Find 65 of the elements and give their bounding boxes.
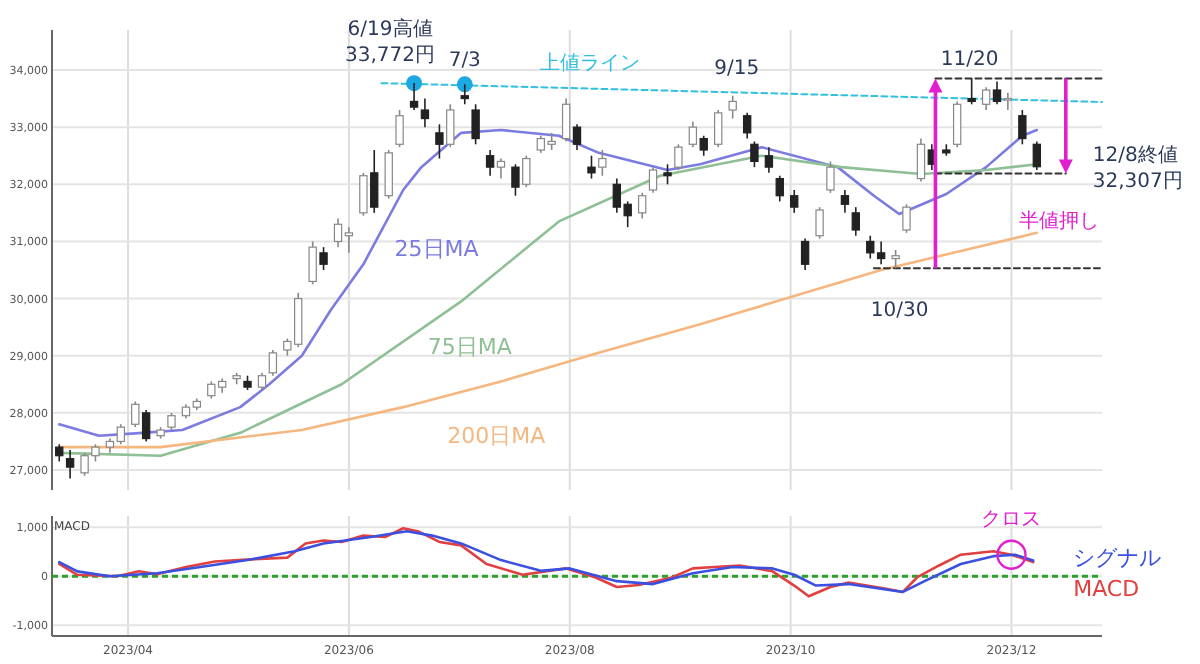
candlestick (65, 449, 75, 480)
candlestick (435, 123, 444, 160)
candlestick (1003, 92, 1013, 111)
candlestick (637, 192, 647, 220)
candlestick (384, 149, 393, 200)
candlestick (699, 134, 708, 157)
candlestick (496, 157, 506, 180)
candlestick (420, 97, 430, 128)
candlestick (587, 154, 596, 180)
candlestick (141, 409, 151, 443)
candlestick (952, 100, 962, 148)
annotation: クロス (981, 508, 1042, 531)
candlestick (674, 143, 683, 171)
candlestick (840, 189, 850, 214)
candlestick (485, 149, 495, 177)
candlestick (572, 123, 582, 151)
annotation: 7/3 (448, 50, 481, 73)
candlestick (319, 246, 328, 271)
candlestick (764, 146, 774, 174)
candlestick (268, 349, 278, 377)
candlestick (750, 140, 759, 168)
candlestick (471, 103, 480, 146)
candlestick (790, 189, 799, 214)
annotation: 11/20 (940, 48, 999, 71)
candlestick (511, 163, 520, 197)
annotation: 半値押し (1018, 209, 1099, 234)
candlestick (460, 83, 469, 106)
candlestick (131, 400, 140, 428)
annotation: 9/15 (714, 57, 760, 80)
series-label: 上値ライン (540, 50, 641, 75)
annotation: 12/8終値 32,307円 (1092, 142, 1183, 193)
candlestick (826, 160, 835, 194)
candlestick (370, 149, 379, 214)
candlestick (359, 172, 368, 217)
candlestick (981, 86, 991, 111)
candlestick (728, 94, 737, 120)
annotation: 6/19高値 33,772円 (345, 17, 436, 68)
candlestick (714, 109, 723, 148)
series-label: 200日MA (447, 422, 547, 449)
candlestick (891, 249, 900, 270)
candlestick (598, 149, 607, 177)
candlestick (902, 203, 911, 234)
candlestick (308, 240, 317, 286)
candlestick (800, 237, 810, 271)
candlestick (851, 206, 860, 237)
candlestick (916, 137, 926, 183)
series-label: 25日MA (394, 235, 480, 262)
candlestick (775, 174, 784, 203)
candlestick (395, 109, 404, 148)
candlestick (967, 77, 976, 106)
series-label: シグナル (1073, 544, 1162, 571)
candlestick (992, 80, 1002, 106)
candlestick (688, 120, 698, 148)
candlestick (522, 154, 531, 188)
candlestick (742, 112, 752, 140)
candlestick (648, 166, 658, 194)
candlestick (663, 163, 672, 186)
candlestick (446, 103, 455, 148)
annotation: 10/30 (870, 300, 929, 323)
candlestick (561, 97, 571, 143)
series-label: MACD (1073, 576, 1140, 603)
series-label: 75日MA (427, 334, 513, 361)
candlestick (1032, 140, 1042, 171)
candlestick (1018, 109, 1027, 146)
candlestick (815, 206, 824, 240)
